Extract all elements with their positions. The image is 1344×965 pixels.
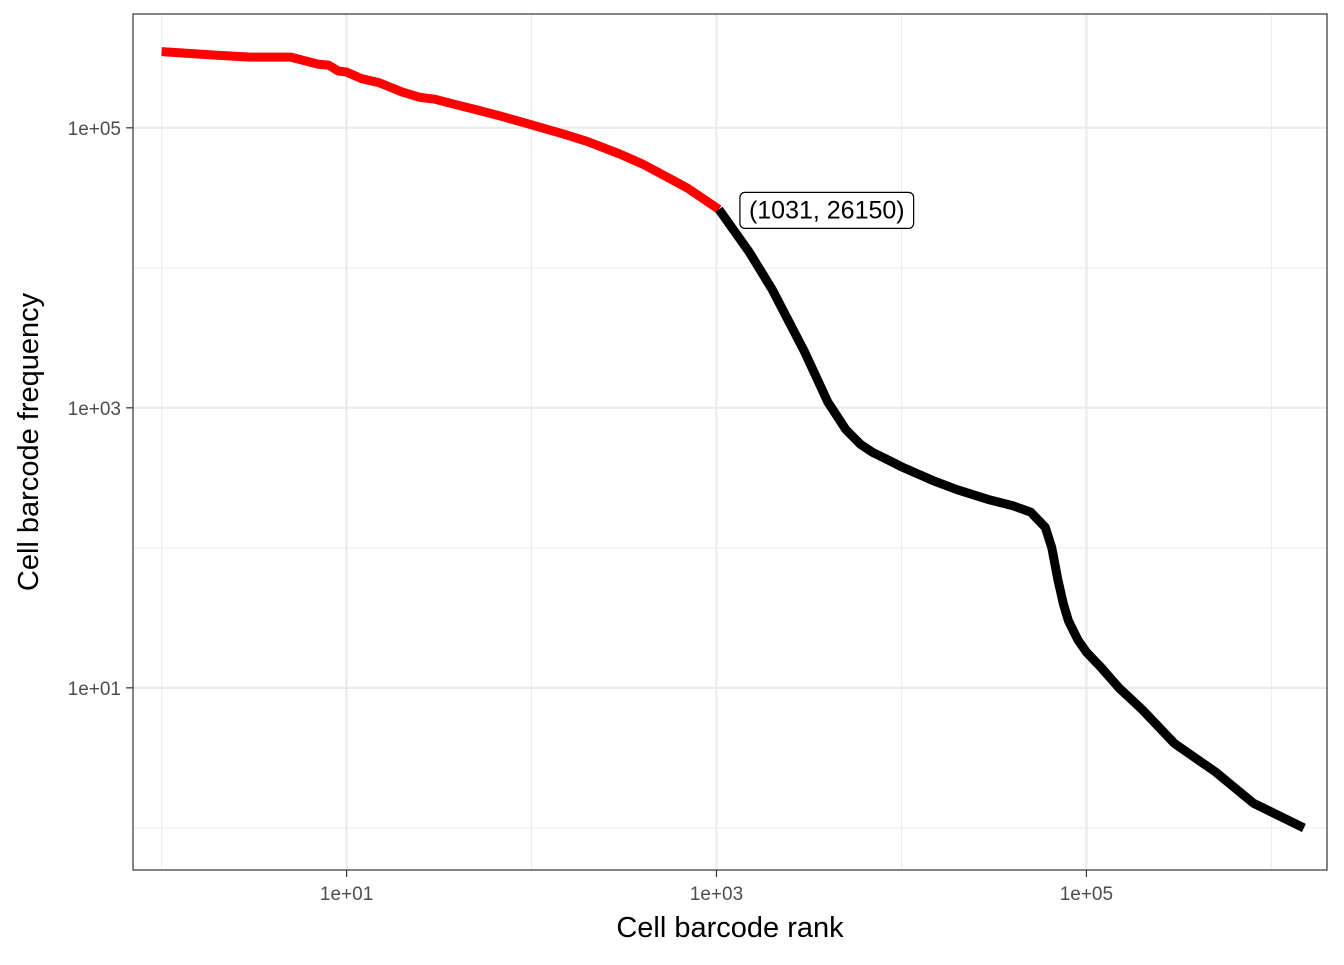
series-line-1: [161, 47, 722, 214]
x-tick-label: 1e+05: [1060, 884, 1113, 905]
y-axis-ticks: 1e+01 1e+03 1e+05: [68, 119, 133, 700]
grid-major: [133, 14, 1327, 870]
y-tick-label: 1e+05: [68, 119, 121, 140]
x-tick-label: 1e+01: [320, 884, 373, 905]
x-tick-label: 1e+03: [690, 884, 743, 905]
annotation-text: (1031, 26150): [749, 196, 905, 224]
grid-minor: [133, 14, 1327, 870]
x-axis-ticks: 1e+01 1e+03 1e+05: [320, 870, 1113, 905]
annotation-layer: (1031, 26150): [739, 191, 915, 229]
y-tick-label: 1e+01: [68, 679, 121, 700]
y-axis-title: Cell barcode frequency: [13, 292, 45, 591]
x-axis-title: Cell barcode rank: [616, 912, 844, 944]
y-tick-label: 1e+03: [68, 399, 121, 420]
series-layer: [161, 47, 1306, 832]
annotation-box: [739, 191, 915, 229]
panel-border: [132, 13, 1328, 871]
annotation-label: (1031, 26150): [739, 191, 915, 229]
series-line-2: [715, 206, 1306, 832]
